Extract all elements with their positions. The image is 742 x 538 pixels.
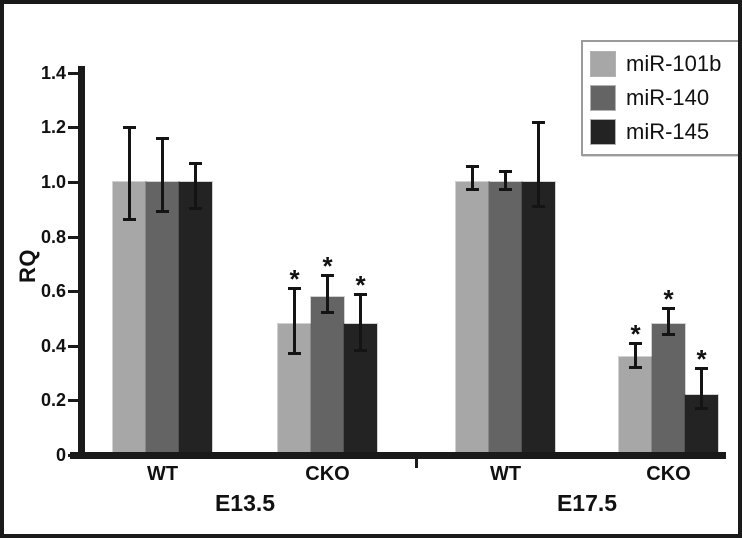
error-bar-line — [471, 165, 474, 191]
error-bar-line — [537, 121, 540, 207]
legend-swatch-miR-140 — [590, 85, 616, 111]
y-tick-label: 0.4 — [40, 335, 66, 356]
error-bar-line — [293, 288, 296, 354]
error-bar-cap-top — [189, 161, 202, 165]
y-tick-label: 0 — [55, 445, 66, 465]
error-bar-cap-top — [466, 164, 479, 168]
bar-chart: RQ 0 0.2 0.4 0.6 0.8 1.0 1.2 1.4 WT * * * CKO WT * * * CK… — [4, 4, 738, 534]
y-tick — [68, 71, 79, 75]
error-bar-line — [326, 274, 329, 314]
error-bar-cap-bottom — [695, 406, 708, 410]
error-bar-cap-bottom — [321, 311, 334, 315]
legend-label-miR-145: miR-145 — [626, 119, 710, 144]
significance-asterisk: * — [696, 343, 707, 374]
error-bar-cap-bottom — [123, 218, 136, 222]
error-bar-line — [128, 127, 131, 221]
error-bar-cap-bottom — [189, 207, 202, 211]
error-bar-cap-bottom — [354, 349, 367, 353]
y-tick — [68, 126, 79, 130]
y-tick-label: 1.4 — [40, 62, 66, 83]
bar-E17.5-CKO-miR-140 — [651, 322, 686, 456]
error-bar-line — [700, 367, 703, 409]
bar-E13.5-WT-miR-140 — [145, 181, 180, 456]
legend-swatch-miR-101b — [590, 51, 616, 77]
error-bar-cap-bottom — [466, 188, 479, 192]
stage-label-E17.5: E17.5 — [556, 490, 618, 516]
error-bar-cap-top — [156, 137, 169, 141]
y-tick — [68, 399, 79, 403]
error-bar-cap-top — [321, 273, 334, 277]
y-axis — [78, 66, 85, 459]
error-bar-cap-bottom — [662, 332, 675, 336]
group-label-E17.5-WT: WT — [489, 463, 522, 485]
error-bar-cap-top — [123, 126, 136, 130]
legend-item-miR-145: miR-145 — [590, 115, 738, 149]
group-label-E13.5-CKO: CKO — [305, 463, 350, 485]
significance-asterisk: * — [322, 250, 333, 281]
bar-E13.5-CKO-miR-140 — [310, 295, 345, 456]
y-tick — [68, 344, 79, 348]
error-bar-cap-top — [288, 287, 301, 291]
error-bar-cap-bottom — [532, 204, 545, 208]
error-bar-line — [161, 138, 164, 213]
bar-E17.5-CKO-miR-101b — [618, 355, 653, 456]
bar-E13.5-WT-miR-145 — [178, 181, 213, 456]
legend-item-miR-101b: miR-101b — [590, 47, 738, 81]
y-tick-label: 0.2 — [40, 390, 66, 411]
significance-asterisk: * — [355, 269, 366, 300]
error-bar-cap-bottom — [288, 351, 301, 355]
group-label-E17.5-CKO: CKO — [646, 463, 691, 485]
error-bar-cap-top — [662, 306, 675, 310]
error-bar-cap-top — [532, 120, 545, 124]
bar-E13.5-WT-miR-101b — [112, 181, 147, 456]
error-bar-cap-top — [499, 170, 512, 174]
y-tick — [68, 290, 79, 294]
error-bar-cap-top — [629, 342, 642, 346]
error-bar-cap-bottom — [156, 210, 169, 214]
legend-label-miR-101b: miR-101b — [626, 51, 722, 76]
error-bar-line — [194, 162, 197, 210]
error-bar-cap-bottom — [499, 188, 512, 192]
legend-swatch-miR-145 — [590, 119, 616, 145]
y-tick — [68, 454, 79, 457]
bar-E17.5-WT-miR-101b — [455, 181, 490, 456]
y-tick-label: 1.2 — [40, 117, 66, 138]
y-tick-label: 0.6 — [40, 281, 66, 302]
legend: miR-101b miR-140 miR-145 — [581, 40, 738, 156]
error-bar-line — [359, 293, 362, 352]
y-tick — [68, 235, 79, 239]
stage-divider-tick — [415, 459, 418, 468]
significance-asterisk: * — [289, 264, 300, 295]
error-bar-line — [667, 307, 670, 335]
significance-asterisk: * — [663, 283, 674, 314]
bar-E17.5-WT-miR-140 — [488, 181, 523, 456]
error-bar-cap-bottom — [629, 365, 642, 369]
legend-item-miR-140: miR-140 — [590, 81, 738, 115]
x-axis — [70, 452, 726, 459]
legend-label-miR-140: miR-140 — [626, 85, 710, 110]
error-bar-line — [504, 171, 507, 191]
stage-label-E13.5: E13.5 — [214, 490, 276, 516]
group-label-E13.5-WT: WT — [146, 463, 179, 485]
error-bar-line — [634, 343, 637, 368]
y-tick-label: 0.8 — [40, 226, 66, 247]
significance-asterisk: * — [630, 319, 641, 350]
y-tick — [68, 181, 79, 184]
error-bar-cap-top — [354, 292, 367, 296]
y-tick-label: 1.0 — [40, 172, 66, 192]
error-bar-cap-top — [695, 366, 708, 370]
bar-E17.5-WT-miR-145 — [521, 181, 556, 456]
